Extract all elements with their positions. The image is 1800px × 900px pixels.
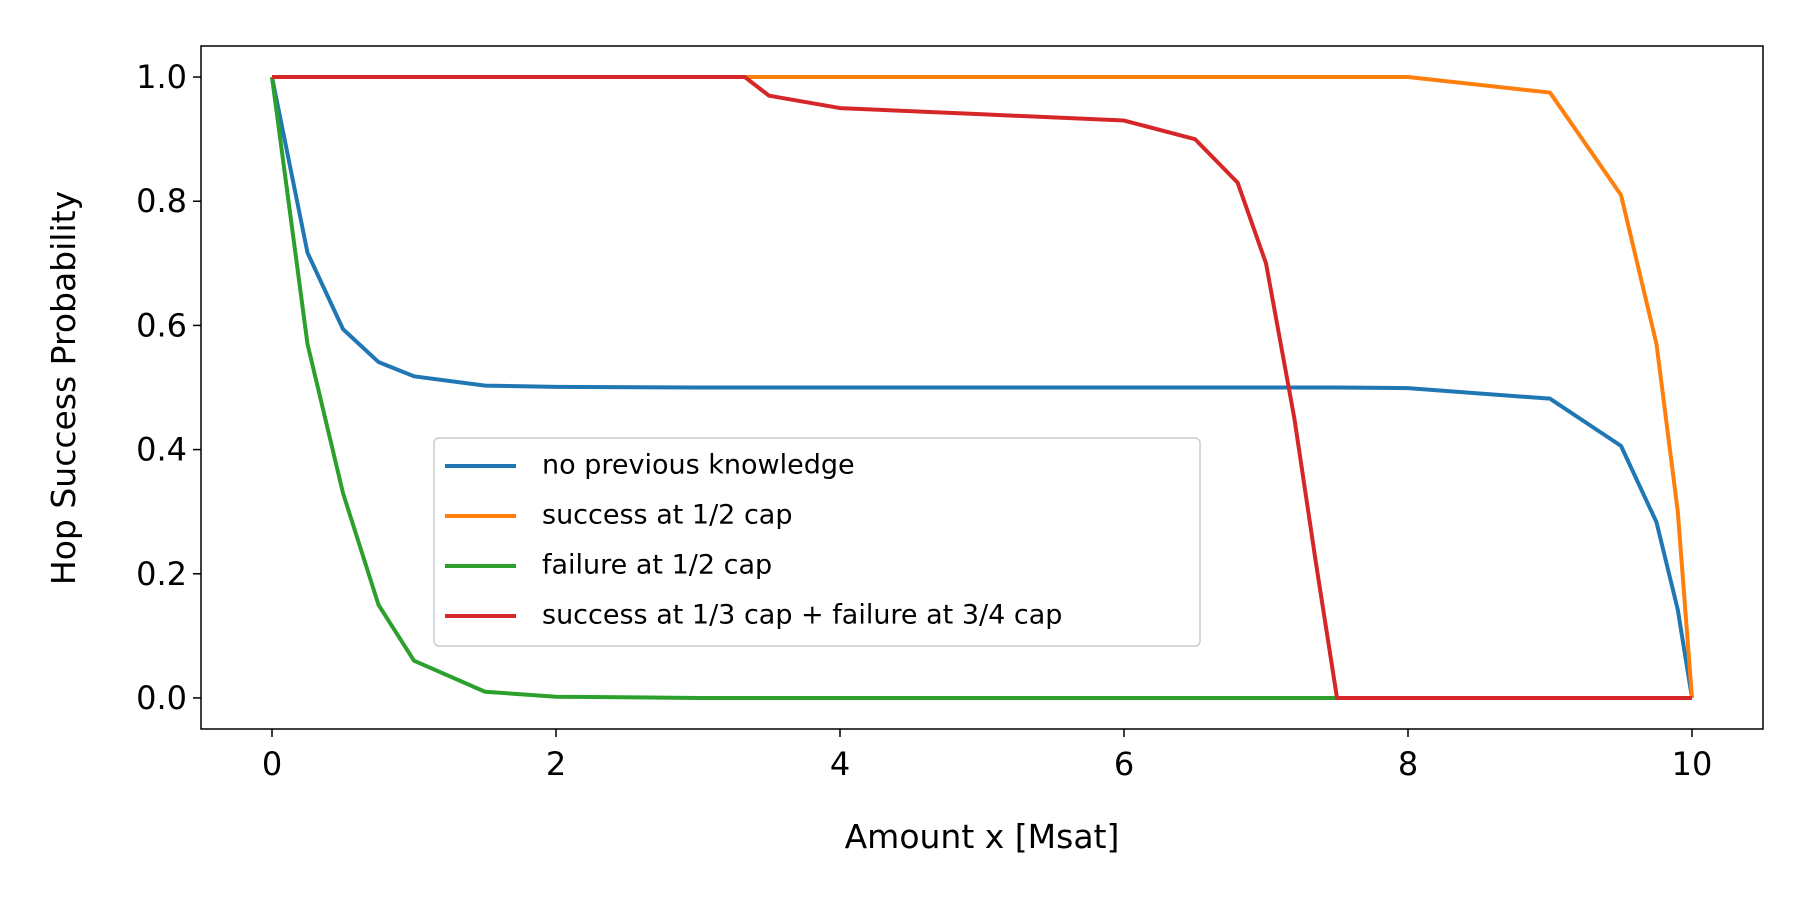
series-line: [270, 76, 1694, 699]
series-line: [270, 76, 1337, 700]
legend-label: failure at 1/2 cap: [542, 550, 772, 581]
y-tick-label: 0.4: [136, 431, 187, 469]
y-tick-label: 1.0: [136, 58, 187, 96]
x-tick-label: 6: [1114, 745, 1134, 783]
y-tick-label: 0.6: [136, 306, 187, 344]
y-axis-label: Hop Success Probability: [44, 191, 83, 585]
x-tick-label: 10: [1672, 745, 1713, 783]
series-line: [272, 75, 1692, 700]
x-tick-label: 8: [1398, 745, 1418, 783]
legend-label: no previous knowledge: [542, 450, 855, 481]
x-tick-label: 4: [830, 745, 850, 783]
y-tick-label: 0.2: [136, 555, 187, 593]
x-tick-label: 0: [262, 745, 282, 783]
legend-label: success at 1/2 cap: [542, 500, 792, 531]
x-axis-label: Amount x [Msat]: [845, 817, 1120, 856]
legend-box: [433, 437, 1201, 647]
plot-frame: [200, 45, 1764, 730]
y-tick-label: 0.0: [136, 679, 187, 717]
legend-label: success at 1/3 cap + failure at 3/4 cap: [542, 600, 1062, 631]
y-tick-label: 0.8: [136, 182, 187, 220]
x-tick-label: 2: [546, 745, 566, 783]
